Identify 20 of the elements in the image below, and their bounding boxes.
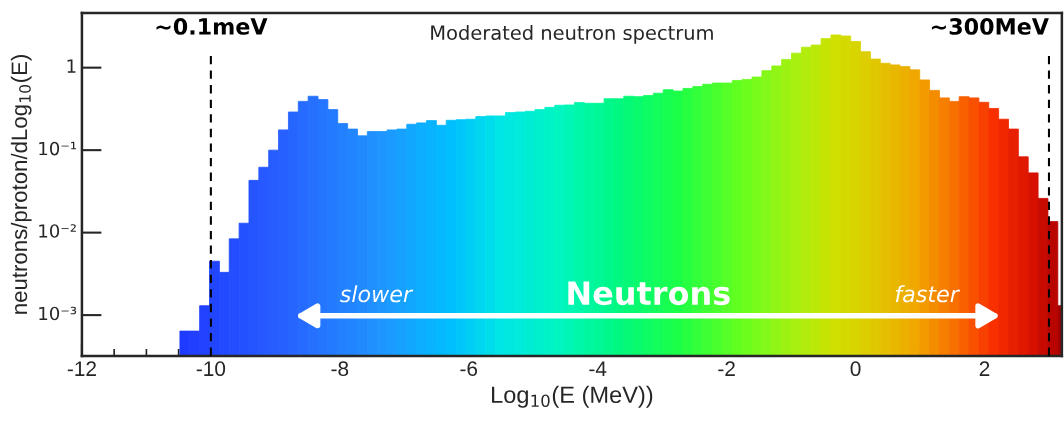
x-tick-label: -12	[67, 361, 96, 376]
y-tick-label: 10⁻³	[39, 306, 77, 321]
y-tick-label: 10⁻²	[39, 224, 76, 238]
annotation: slower	[340, 285, 414, 303]
x-tick-label: 2	[979, 361, 990, 376]
x-tick-label: 0	[850, 361, 861, 377]
x-tick-label: -10	[196, 361, 226, 377]
x-tick-label: -2	[718, 361, 735, 376]
x-axis-title: Log$_{10}$(E (MeV))	[492, 385, 653, 408]
ref-line-label: ~0.1meV	[156, 18, 268, 35]
y-axis-title: neutrons/proton/dLog$_{10}$(E)	[10, 55, 32, 314]
y-tick-label: 10⁻¹	[39, 141, 77, 156]
ref-line-label: ~300MeV	[931, 18, 1049, 35]
text: Moderated neutron spectrum	[431, 24, 713, 44]
annotation: faster	[895, 285, 961, 303]
x-tick-label: -4	[589, 361, 607, 376]
y-tick-label: 1	[67, 59, 76, 73]
x-tick-label: -8	[331, 361, 349, 377]
annotation: Neutrons	[568, 281, 730, 306]
x-tick-label: -6	[460, 361, 478, 377]
